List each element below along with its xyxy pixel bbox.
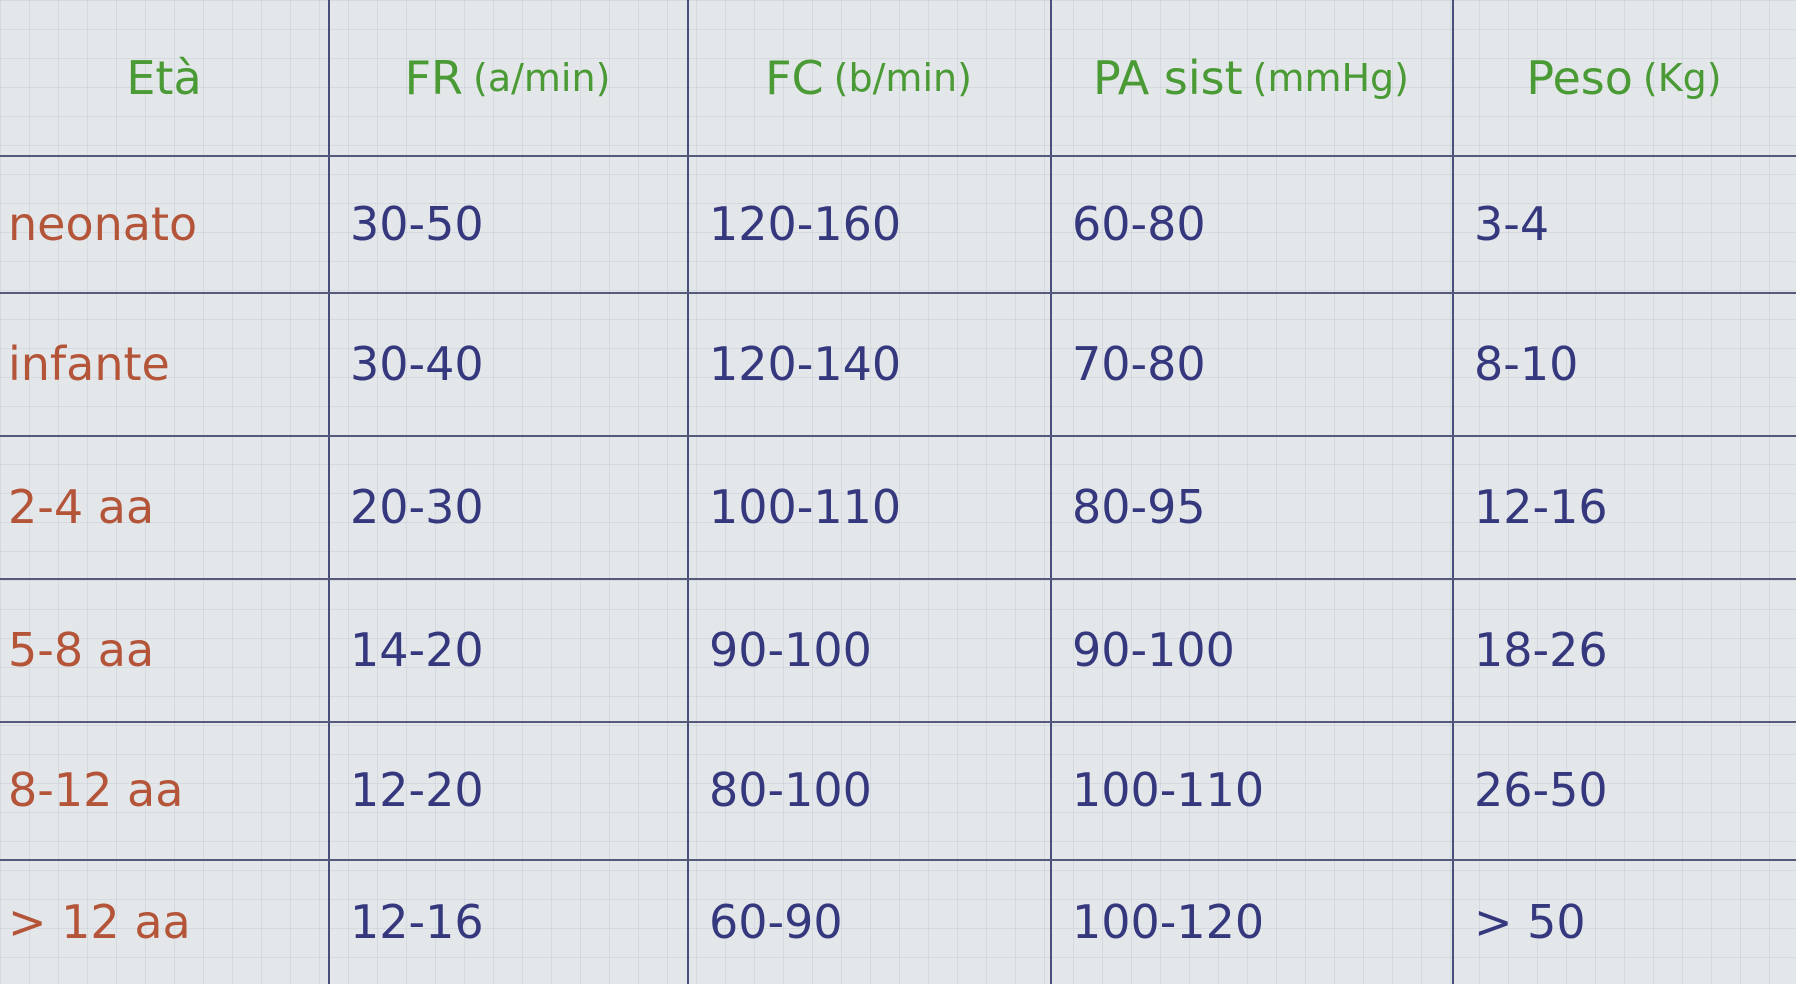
- table-cell: 12-16: [350, 894, 484, 949]
- table-cell: 120-140: [709, 336, 902, 391]
- table-cell: 30-50: [350, 196, 484, 251]
- column-header: Peso (Kg): [1452, 0, 1796, 155]
- column-divider: [328, 0, 330, 984]
- age-group-cell: neonato: [8, 196, 198, 251]
- column-header: PA sist (mmHg): [1050, 0, 1452, 155]
- row-divider: [0, 859, 1796, 861]
- header-unit: (a/min): [473, 55, 611, 100]
- header-unit: (mmHg): [1252, 55, 1410, 100]
- table-cell: 8-10: [1474, 336, 1579, 391]
- header-label: Età: [126, 50, 202, 105]
- table-cell: 18-26: [1474, 622, 1608, 677]
- header-label: PA sist: [1092, 50, 1243, 105]
- table-cell: 3-4: [1474, 196, 1550, 251]
- table-cell: > 50: [1474, 894, 1586, 949]
- column-header: FR (a/min): [328, 0, 687, 155]
- age-group-cell: infante: [8, 336, 170, 391]
- table-cell: 12-16: [1474, 479, 1608, 534]
- table-cell: 26-50: [1474, 763, 1608, 817]
- age-group-cell: 2-4 aa: [8, 479, 155, 534]
- column-header: FC (b/min): [687, 0, 1050, 155]
- column-divider: [1452, 0, 1454, 984]
- table-cell: 20-30: [350, 479, 484, 534]
- table-cell: 90-100: [1072, 622, 1235, 677]
- table-cell: 60-90: [709, 894, 843, 949]
- column-divider: [687, 0, 689, 984]
- table-cell: 70-80: [1072, 336, 1206, 391]
- age-group-cell: > 12 aa: [8, 894, 191, 949]
- table-cell: 90-100: [709, 622, 872, 677]
- table-cell: 60-80: [1072, 196, 1206, 251]
- row-divider: [0, 155, 1796, 157]
- table-cell: 14-20: [350, 622, 484, 677]
- table-cell: 80-100: [709, 763, 872, 817]
- table-cell: 80-95: [1072, 479, 1206, 534]
- row-divider: [0, 435, 1796, 437]
- row-divider: [0, 292, 1796, 294]
- row-divider: [0, 578, 1796, 580]
- table-cell: 100-120: [1072, 894, 1265, 949]
- table-cell: 30-40: [350, 336, 484, 391]
- header-unit: (Kg): [1642, 55, 1722, 100]
- header-label: FR: [404, 50, 463, 105]
- header-unit: (b/min): [833, 55, 972, 100]
- table-cell: 120-160: [709, 196, 902, 251]
- column-divider: [1050, 0, 1052, 984]
- age-group-cell: 8-12 aa: [8, 763, 184, 817]
- header-label: FC: [765, 50, 824, 105]
- row-divider: [0, 721, 1796, 723]
- table-cell: 100-110: [1072, 763, 1265, 817]
- age-group-cell: 5-8 aa: [8, 622, 155, 677]
- header-label: Peso: [1526, 50, 1633, 105]
- table-cell: 12-20: [350, 763, 484, 817]
- table-cell: 100-110: [709, 479, 902, 534]
- column-header: Età: [0, 0, 328, 155]
